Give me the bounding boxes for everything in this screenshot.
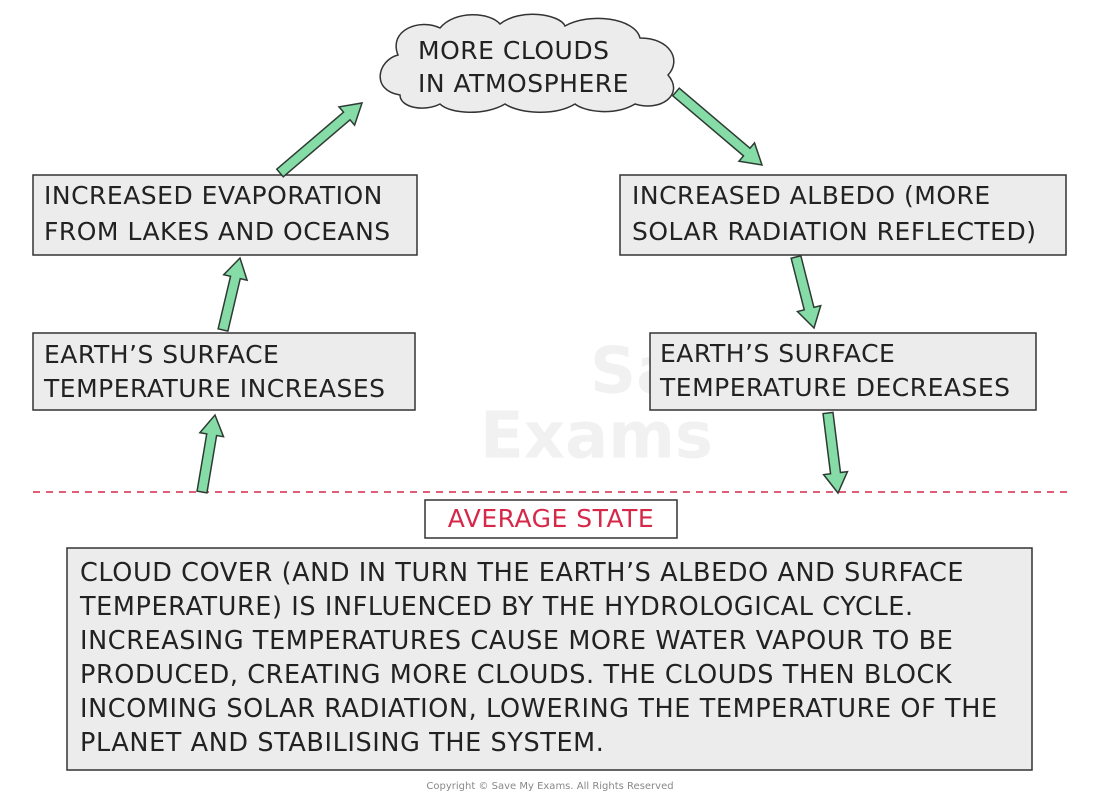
node-box	[619, 174, 1067, 256]
node-label: MORE CLOUDS	[418, 36, 609, 65]
explanation-line: INCREASING TEMPERATURES CAUSE MORE WATER…	[80, 626, 954, 656]
explanation-line: TEMPERATURE) IS INFLUENCED BY THE HYDROL…	[79, 592, 914, 622]
node-label: EARTH’S SURFACE	[44, 340, 279, 369]
node-box	[649, 332, 1037, 411]
copyright: Copyright © Save My Exams. All Rights Re…	[426, 781, 673, 792]
arrow	[217, 256, 249, 333]
arrow	[790, 254, 822, 330]
explanation-line: INCOMING SOLAR RADIATION, LOWERING THE T…	[80, 694, 998, 724]
watermark: Exams	[480, 400, 713, 474]
explanation-box	[66, 547, 1033, 771]
explanation-line: PRODUCED, CREATING MORE CLOUDS. THE CLOU…	[80, 660, 953, 690]
node-label: IN ATMOSPHERE	[418, 69, 629, 98]
node-label: TEMPERATURE DECREASES	[659, 373, 1011, 402]
arrow	[275, 102, 364, 178]
average-label: AVERAGE STATE	[448, 504, 654, 533]
node-label: EARTH’S SURFACE	[660, 339, 895, 368]
arrow	[671, 87, 764, 166]
average-box	[424, 499, 678, 539]
node-label: INCREASED EVAPORATION	[44, 181, 383, 210]
node-box	[32, 174, 418, 256]
explanation-line: CLOUD COVER (AND IN TURN THE EARTH’S ALB…	[80, 558, 964, 588]
node-label: INCREASED ALBEDO (MORE	[632, 181, 991, 210]
node-box	[32, 332, 416, 411]
node-label: TEMPERATURE INCREASES	[43, 374, 386, 403]
explanation-line: PLANET AND STABILISING THE SYSTEM.	[80, 728, 604, 758]
cloud-shape	[379, 13, 675, 113]
node-label: SOLAR RADIATION REFLECTED)	[632, 217, 1036, 246]
node-label: FROM LAKES AND OCEANS	[44, 217, 391, 246]
arrow	[822, 411, 849, 495]
arrow	[196, 413, 225, 494]
